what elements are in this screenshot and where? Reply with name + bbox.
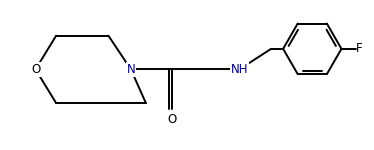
Text: O: O	[31, 63, 40, 76]
Text: N: N	[126, 63, 135, 76]
Text: O: O	[168, 113, 177, 126]
Text: NH: NH	[231, 63, 248, 76]
Text: F: F	[356, 42, 362, 55]
